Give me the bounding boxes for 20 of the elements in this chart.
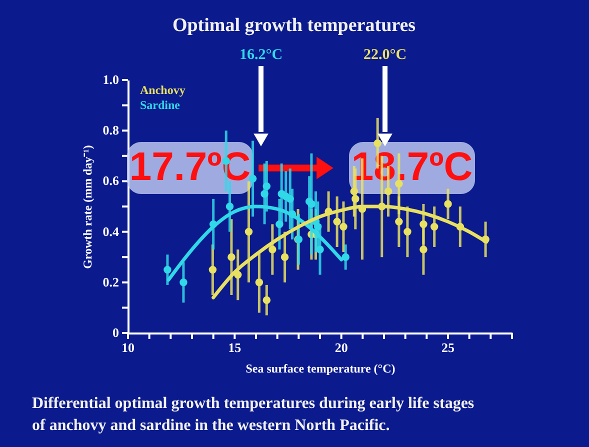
y-tick-label: 0 xyxy=(112,325,119,340)
y-tick-label: 0.6 xyxy=(102,173,120,188)
y-tick-label: 0.8 xyxy=(102,122,120,138)
chart-title: Optimal growth temperatures xyxy=(172,15,416,36)
text: 16.2°C xyxy=(239,47,283,63)
y-tick-label: 0.2 xyxy=(102,274,119,290)
x-tick-label: 10 xyxy=(122,340,134,355)
annotation: 18.7ºC xyxy=(351,145,473,189)
x-tick-label: 15 xyxy=(228,340,242,355)
y-tick-label: 1.0 xyxy=(102,72,119,87)
x-axis-title: Sea surface temperature (°C) xyxy=(246,362,396,376)
y-tick-label: 0.4 xyxy=(102,224,120,239)
annotation: 17.7ºC xyxy=(129,145,251,189)
text: Differential optimal growth temperatures during early life stages of anchovy and sardine in the western North Pacific. xyxy=(32,395,474,434)
x-tick-label: 20 xyxy=(334,340,348,355)
text: Anchovy xyxy=(140,83,186,97)
x-tick-label: 25 xyxy=(442,340,455,355)
text: 22.0°C xyxy=(363,47,407,63)
text: Sardine xyxy=(140,98,181,112)
y-axis-title: Growth rate (mm day⁻¹) xyxy=(80,145,94,269)
